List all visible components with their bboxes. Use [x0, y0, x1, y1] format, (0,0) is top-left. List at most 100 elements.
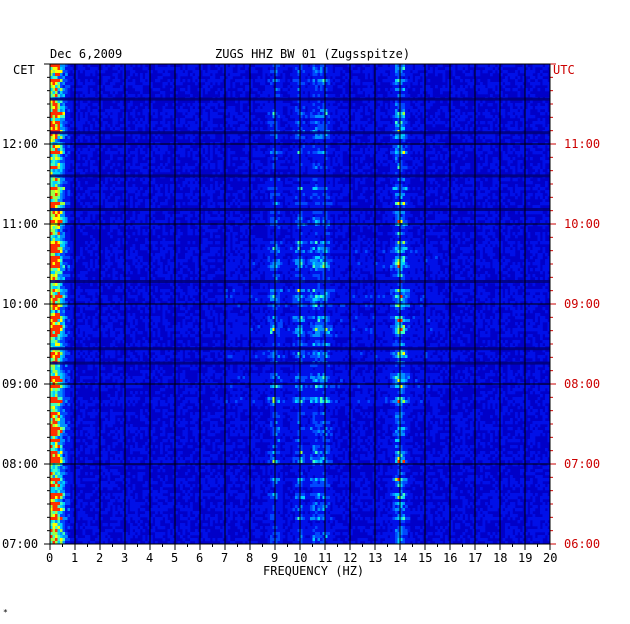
- spectrogram-cell: [75, 73, 78, 77]
- spectrogram-cell: [322, 166, 326, 170]
- spectrogram-cell: [447, 67, 451, 71]
- spectrogram-cell: [400, 64, 403, 68]
- spectrogram-cell: [155, 169, 158, 173]
- spectrogram-cell: [55, 85, 58, 89]
- spectrogram-cell: [305, 88, 308, 92]
- spectrogram-cell: [477, 70, 481, 74]
- spectrogram-cell: [535, 82, 538, 86]
- spectrogram-cell: [50, 70, 53, 74]
- spectrogram-cell: [305, 202, 308, 206]
- spectrogram-cell: [167, 64, 171, 68]
- spectrogram-cell: [345, 148, 348, 152]
- spectrogram-cell: [385, 133, 388, 137]
- spectrogram-cell: [225, 196, 228, 200]
- spectrogram-cell: [210, 109, 213, 113]
- spectrogram-cell: [377, 136, 381, 140]
- spectrogram-cell: [317, 67, 321, 71]
- spectrogram-cell: [530, 100, 533, 104]
- spectrogram-cell: [392, 121, 396, 125]
- spectrogram-cell: [345, 133, 348, 137]
- spectrogram-cell: [62, 178, 66, 182]
- spectrogram-cell: [402, 166, 406, 170]
- spectrogram-cell: [322, 196, 326, 200]
- spectrogram-cell: [142, 109, 146, 113]
- spectrogram-cell: [192, 70, 196, 74]
- spectrogram-cell: [537, 82, 541, 86]
- spectrogram-cell: [167, 67, 171, 71]
- spectrogram-cell: [255, 127, 258, 131]
- spectrogram-cell: [227, 76, 231, 80]
- spectrogram-cell: [395, 184, 398, 188]
- spectrogram-cell: [427, 136, 431, 140]
- spectrogram-cell: [450, 151, 453, 155]
- spectrogram-cell: [430, 103, 433, 107]
- spectrogram-cell: [412, 82, 416, 86]
- spectrogram-cell: [57, 79, 61, 83]
- spectrogram-cell: [377, 121, 381, 125]
- spectrogram-cell: [147, 199, 151, 203]
- spectrogram-cell: [242, 202, 246, 206]
- spectrogram-cell: [255, 100, 258, 104]
- spectrogram-cell: [367, 145, 371, 149]
- spectrogram-cell: [157, 187, 161, 191]
- spectrogram-cell: [312, 100, 316, 104]
- spectrogram-cell: [370, 163, 373, 167]
- spectrogram-cell: [405, 73, 408, 77]
- spectrogram-cell: [265, 85, 268, 89]
- spectrogram-cell: [480, 82, 483, 86]
- spectrogram-cell: [337, 73, 341, 77]
- spectrogram-cell: [152, 181, 156, 185]
- spectrogram-cell: [302, 193, 306, 197]
- spectrogram-cell: [332, 193, 336, 197]
- spectrogram-cell: [162, 121, 166, 125]
- spectrogram-cell: [542, 172, 546, 176]
- spectrogram-cell: [452, 118, 456, 122]
- spectrogram-cell: [327, 166, 331, 170]
- spectrogram-cell: [75, 169, 78, 173]
- spectrogram-cell: [342, 145, 346, 149]
- spectrogram-cell: [395, 85, 398, 89]
- spectrogram-cell: [152, 88, 156, 92]
- spectrogram-cell: [405, 202, 408, 206]
- spectrogram-cell: [397, 133, 401, 137]
- spectrogram-cell: [522, 199, 526, 203]
- spectrogram-cell: [65, 160, 68, 164]
- spectrogram-cell: [245, 64, 248, 68]
- spectrogram-cell: [297, 190, 301, 194]
- spectrogram-cell: [237, 118, 241, 122]
- spectrogram-cell: [455, 187, 458, 191]
- spectrogram-cell: [257, 151, 261, 155]
- spectrogram-cell: [402, 169, 406, 173]
- spectrogram-cell: [102, 193, 106, 197]
- spectrogram-cell: [277, 103, 281, 107]
- spectrogram-cell: [60, 157, 63, 161]
- spectrogram-cell: [487, 85, 491, 89]
- spectrogram-cell: [92, 148, 96, 152]
- spectrogram-cell: [495, 124, 498, 128]
- spectrogram-cell: [300, 100, 303, 104]
- spectrogram-cell: [267, 184, 271, 188]
- spectrogram-cell: [262, 187, 266, 191]
- spectrogram-cell: [325, 73, 328, 77]
- spectrogram-cell: [312, 109, 316, 113]
- spectrogram-cell: [52, 106, 56, 110]
- spectrogram-cell: [415, 148, 418, 152]
- spectrogram-cell: [197, 88, 201, 92]
- spectrogram-cell: [447, 112, 451, 116]
- spectrogram-cell: [435, 181, 438, 185]
- spectrogram-cell: [190, 166, 193, 170]
- spectrogram-cell: [412, 112, 416, 116]
- spectrogram-cell: [402, 172, 406, 176]
- spectrogram-cell: [280, 133, 283, 137]
- spectrogram-cell: [62, 211, 66, 215]
- spectrogram-cell: [435, 193, 438, 197]
- spectrogram-cell: [422, 190, 426, 194]
- spectrogram-cell: [215, 151, 218, 155]
- spectrogram-cell: [262, 94, 266, 98]
- spectrogram-cell: [372, 100, 376, 104]
- spectrogram-cell: [270, 187, 273, 191]
- spectrogram-cell: [235, 202, 238, 206]
- spectrogram-cell: [527, 202, 531, 206]
- spectrogram-cell: [167, 109, 171, 113]
- spectrogram-cell: [457, 151, 461, 155]
